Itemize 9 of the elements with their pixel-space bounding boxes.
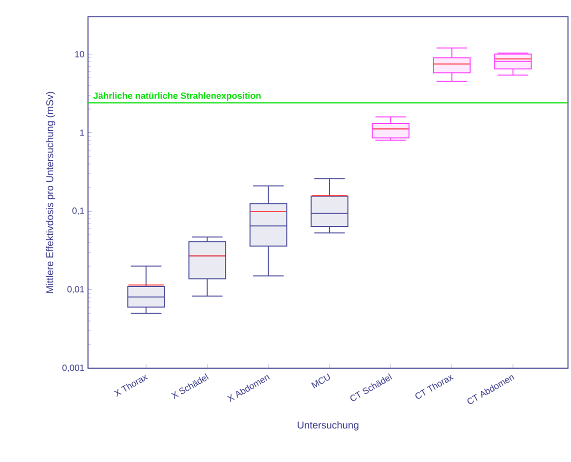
y-tick-label: 0,1 — [72, 208, 84, 215]
y-tick-label: 1 — [80, 130, 84, 136]
ref-line-label: Jährliche natürliche Strahlenexposition — [93, 92, 261, 101]
y-tick-label: 0,001 — [62, 364, 84, 372]
y-tick-label: 0,01 — [67, 286, 84, 294]
y-tick-label: 10 — [75, 50, 84, 58]
x-tick-label: MCU — [311, 374, 330, 388]
y-axis-title: Mittlere Effektivdosis pro Untersuchung (mSv) — [46, 92, 56, 293]
x-axis-title: Untersuchung — [298, 421, 358, 431]
